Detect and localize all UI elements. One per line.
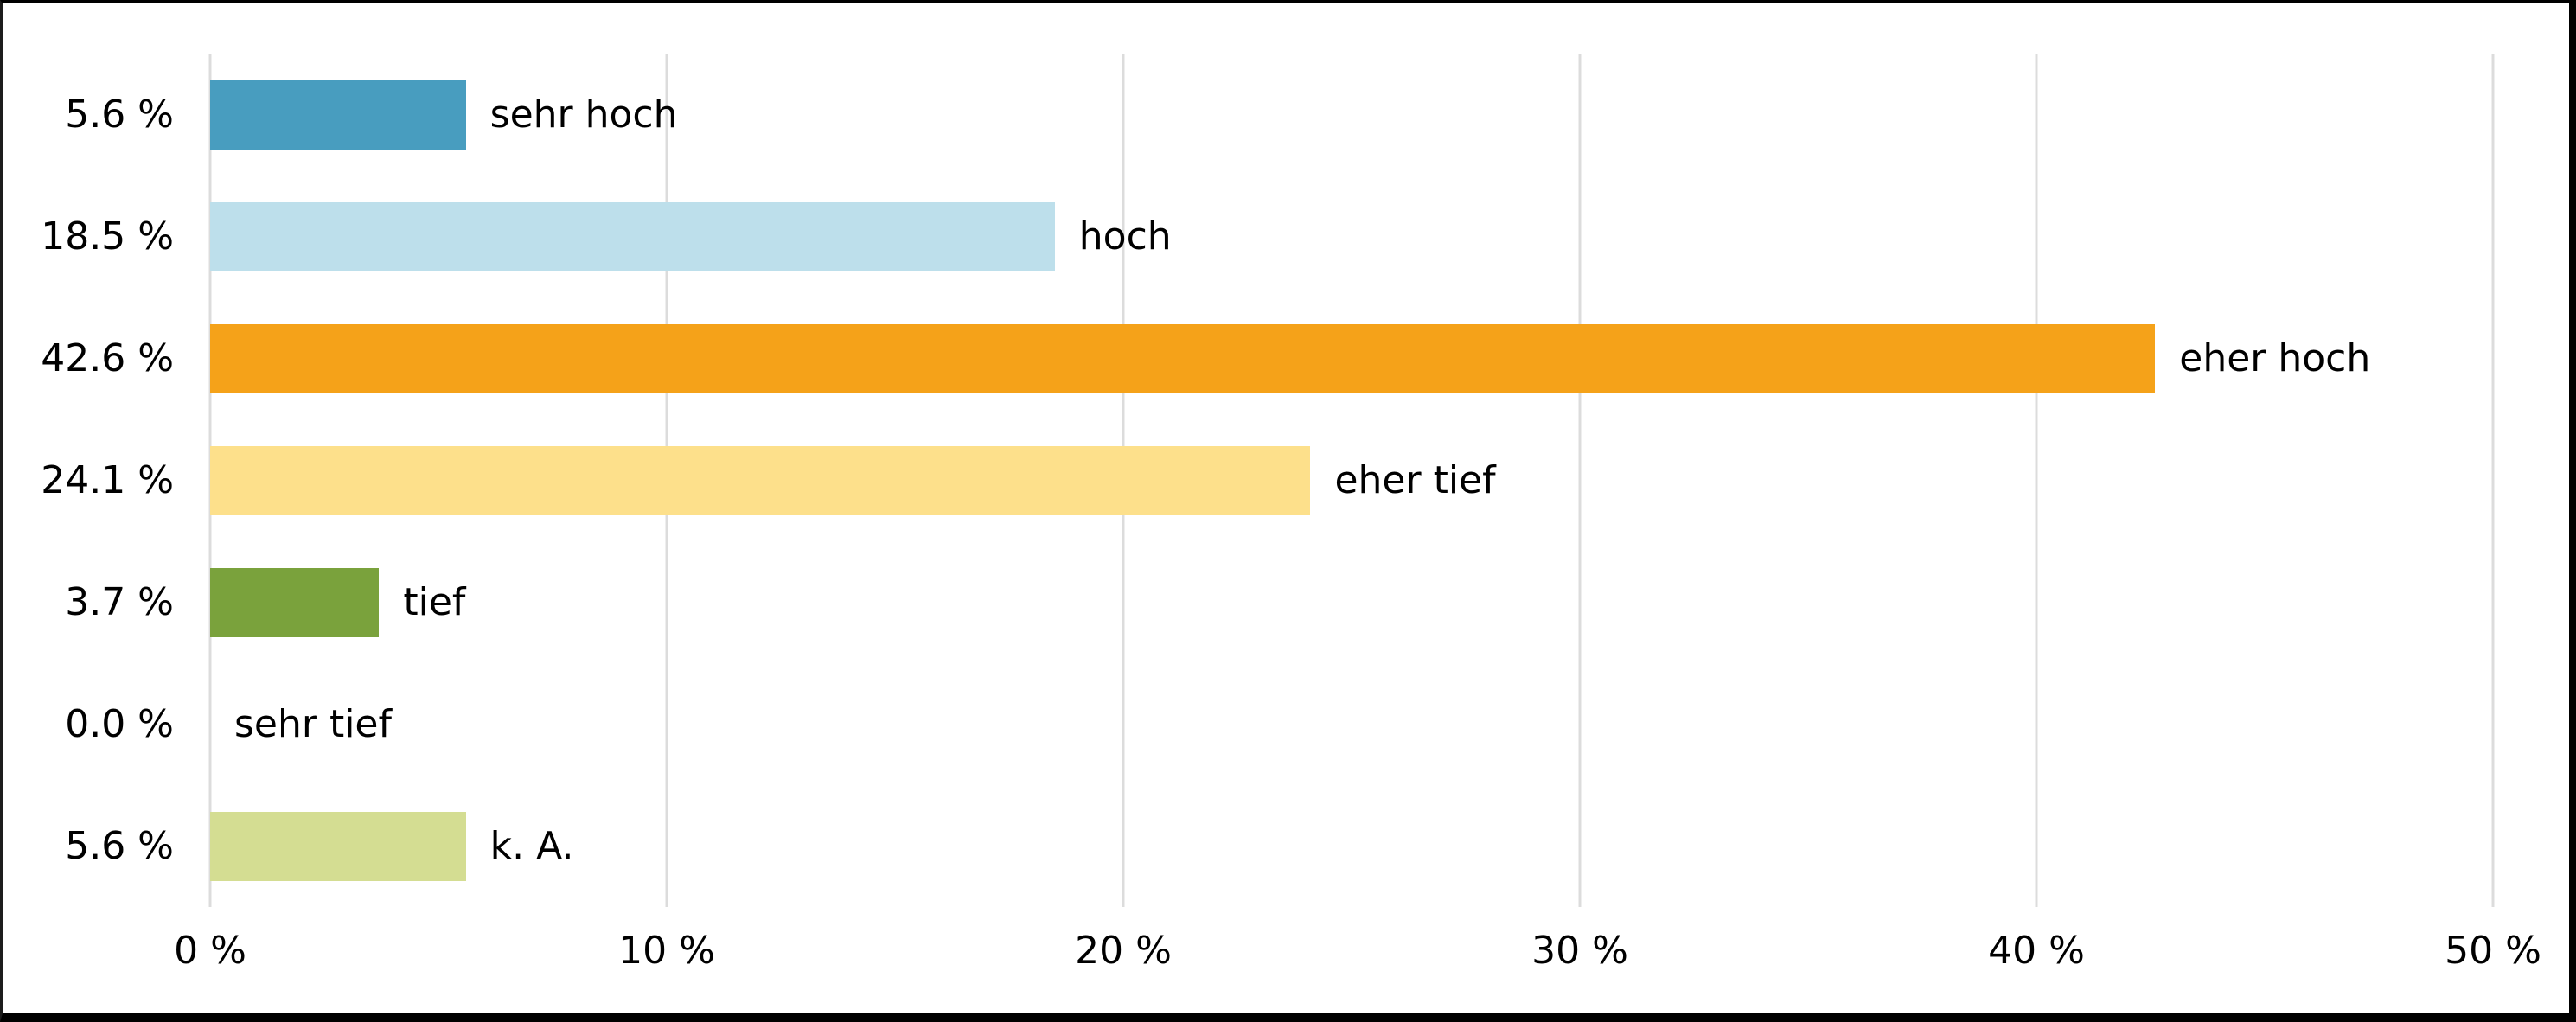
bar-k-a — [210, 811, 466, 881]
category-label-sehr-tief: sehr tief — [234, 702, 392, 746]
x-tick-label-40: 40 % — [1988, 929, 2085, 973]
bar-area-hoch: hoch — [210, 176, 2493, 297]
bar-row-eher-hoch: 42.6 % eher hoch — [3, 297, 2493, 419]
x-tick-label-10: 10 % — [618, 929, 715, 973]
bar-hoch — [210, 201, 1055, 271]
value-label-hoch: 18.5 % — [41, 214, 174, 259]
bar-row-hoch: 18.5 % hoch — [3, 176, 2493, 297]
category-label-eher-tief: eher tief — [1334, 458, 1496, 502]
gridline-50 — [2491, 54, 2495, 907]
bar-row-tief: 3.7 % tief — [3, 541, 2493, 663]
value-label-k-a: 5.6 % — [65, 824, 174, 868]
bar-area-tief: tief — [210, 541, 2493, 663]
bar-eher-tief — [210, 445, 1311, 515]
bar-row-sehr-tief: 0.0 % sehr tief — [3, 663, 2493, 785]
category-label-k-a: k. A. — [489, 824, 574, 868]
gridline-40 — [2035, 54, 2038, 907]
bar-area-sehr-tief: sehr tief — [210, 663, 2493, 785]
bar-area-eher-hoch: eher hoch — [210, 297, 2493, 419]
bar-row-eher-tief: 24.1 % eher tief — [3, 419, 2493, 541]
bar-row-sehr-hoch: 5.6 % sehr hoch — [3, 54, 2493, 176]
category-label-tief: tief — [403, 580, 466, 624]
bar-row-k-a: 5.6 % k. A. — [3, 785, 2493, 907]
x-tick-label-20: 20 % — [1075, 929, 1172, 973]
x-axis-tick-labels: 0 % 10 % 20 % 30 % 40 % 50 % — [174, 920, 2541, 980]
gridline-30 — [1578, 54, 1582, 907]
bar-sehr-hoch — [210, 80, 466, 150]
value-label-eher-hoch: 42.6 % — [41, 336, 174, 380]
category-label-eher-hoch: eher hoch — [2179, 336, 2371, 380]
bar-tief — [210, 567, 380, 637]
value-label-tief: 3.7 % — [65, 580, 174, 624]
category-label-hoch: hoch — [1078, 214, 1172, 259]
value-label-sehr-tief: 0.0 % — [65, 702, 174, 746]
category-label-sehr-hoch: sehr hoch — [489, 93, 678, 137]
bar-area-eher-tief: eher tief — [210, 419, 2493, 541]
bar-area-k-a: k. A. — [210, 785, 2493, 907]
bar-area-sehr-hoch: sehr hoch — [210, 54, 2493, 176]
bar-rows: 5.6 % sehr hoch 18.5 % hoch 42.6 % eher hoch 2… — [3, 54, 2493, 907]
x-tick-label-30: 30 % — [1531, 929, 1628, 973]
value-label-eher-tief: 24.1 % — [41, 458, 174, 502]
value-label-sehr-hoch: 5.6 % — [65, 93, 174, 137]
bar-eher-hoch — [210, 323, 2156, 393]
x-tick-label-50: 50 % — [2445, 929, 2541, 973]
x-tick-label-0: 0 % — [174, 929, 246, 973]
